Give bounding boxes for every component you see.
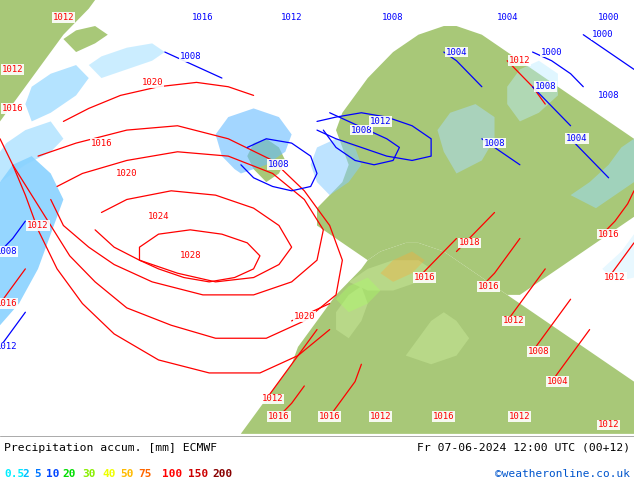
- Polygon shape: [437, 104, 495, 173]
- Text: Precipitation accum. [mm] ECMWF: Precipitation accum. [mm] ECMWF: [4, 443, 217, 453]
- Polygon shape: [241, 243, 634, 434]
- Polygon shape: [89, 44, 165, 78]
- Text: 1012: 1012: [370, 117, 391, 126]
- Polygon shape: [311, 139, 361, 195]
- Polygon shape: [317, 26, 634, 295]
- Text: 1008: 1008: [268, 160, 290, 169]
- Polygon shape: [380, 251, 425, 282]
- Text: 2: 2: [22, 469, 29, 479]
- Polygon shape: [63, 26, 108, 52]
- Polygon shape: [349, 260, 431, 291]
- Polygon shape: [0, 0, 95, 122]
- Text: 100: 100: [162, 469, 182, 479]
- Text: 30: 30: [82, 469, 96, 479]
- Text: 1016: 1016: [598, 230, 619, 239]
- Text: 1004: 1004: [547, 377, 569, 386]
- Polygon shape: [507, 61, 558, 122]
- Polygon shape: [0, 122, 63, 182]
- Text: 1012: 1012: [509, 412, 531, 421]
- Text: 1004: 1004: [566, 134, 588, 143]
- Polygon shape: [241, 390, 634, 434]
- Polygon shape: [406, 312, 469, 364]
- Text: 1012: 1012: [598, 420, 619, 429]
- Text: 1012: 1012: [2, 65, 23, 74]
- Text: 1000: 1000: [592, 30, 613, 39]
- Text: 1016: 1016: [477, 282, 499, 291]
- Text: 1016: 1016: [268, 412, 290, 421]
- Text: 1012: 1012: [370, 412, 391, 421]
- Text: 0.5: 0.5: [4, 469, 24, 479]
- Text: 1004: 1004: [446, 48, 467, 56]
- Text: 1012: 1012: [509, 56, 531, 65]
- Text: 1000: 1000: [541, 48, 562, 56]
- Text: 1020: 1020: [141, 78, 163, 87]
- Polygon shape: [25, 65, 89, 122]
- Polygon shape: [336, 277, 380, 312]
- Text: 1016: 1016: [0, 299, 17, 308]
- Text: 1012: 1012: [281, 13, 302, 22]
- Text: 1016: 1016: [91, 139, 112, 147]
- Text: 1028: 1028: [179, 251, 201, 260]
- Text: 1008: 1008: [179, 52, 201, 61]
- Polygon shape: [336, 286, 368, 338]
- Text: 5: 5: [34, 469, 41, 479]
- Text: Fr 07-06-2024 12:00 UTC (00+12): Fr 07-06-2024 12:00 UTC (00+12): [417, 443, 630, 453]
- Text: 1016: 1016: [192, 13, 214, 22]
- Text: 150: 150: [188, 469, 208, 479]
- Text: 1012: 1012: [53, 13, 74, 22]
- Text: 20: 20: [62, 469, 75, 479]
- Text: ©weatheronline.co.uk: ©weatheronline.co.uk: [495, 469, 630, 479]
- Text: 1008: 1008: [351, 125, 372, 135]
- Text: 1008: 1008: [598, 91, 619, 100]
- Text: 1016: 1016: [414, 273, 436, 282]
- Text: 1016: 1016: [319, 412, 340, 421]
- Text: 1012: 1012: [262, 394, 283, 403]
- Text: 1020: 1020: [116, 169, 138, 178]
- Polygon shape: [247, 139, 285, 182]
- Text: 1004: 1004: [496, 13, 518, 22]
- Text: 1020: 1020: [294, 312, 315, 321]
- Polygon shape: [0, 156, 63, 325]
- Text: 1024: 1024: [148, 212, 169, 221]
- Text: 1016: 1016: [433, 412, 455, 421]
- Text: 1000: 1000: [598, 13, 619, 22]
- Text: 1008: 1008: [0, 247, 17, 256]
- Text: 1008: 1008: [382, 13, 404, 22]
- Text: 1012: 1012: [604, 273, 626, 282]
- Text: 1012: 1012: [503, 317, 524, 325]
- Text: 1012: 1012: [27, 221, 49, 230]
- Text: 1008: 1008: [528, 347, 550, 356]
- Text: 1008: 1008: [484, 139, 505, 147]
- Text: 50: 50: [120, 469, 134, 479]
- Text: 1018: 1018: [458, 238, 480, 247]
- Text: 10: 10: [46, 469, 60, 479]
- Text: 40: 40: [102, 469, 115, 479]
- Text: 200: 200: [212, 469, 232, 479]
- Polygon shape: [602, 234, 634, 282]
- Text: 75: 75: [138, 469, 152, 479]
- Polygon shape: [216, 108, 292, 173]
- Text: 1012: 1012: [0, 343, 17, 351]
- Polygon shape: [571, 139, 634, 208]
- Text: 1008: 1008: [534, 82, 556, 91]
- Text: 1016: 1016: [2, 104, 23, 113]
